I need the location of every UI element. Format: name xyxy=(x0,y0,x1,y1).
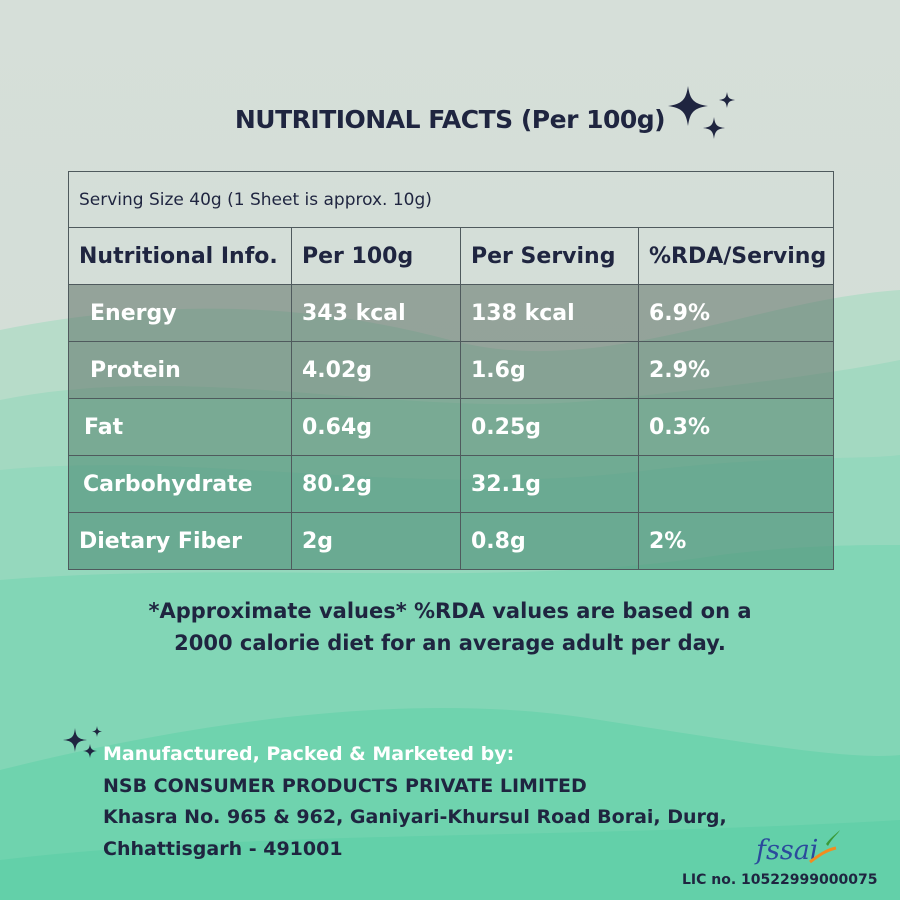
address-line: Khasra No. 965 & 962, Ganiyari-Khursul R… xyxy=(103,806,727,828)
table-row: Fat 0.64g 0.25g 0.3% xyxy=(68,398,834,456)
table-cell: 2% xyxy=(638,512,834,570)
nutrient-name: Protein xyxy=(68,341,292,399)
manufacturer-lead: Manufactured, Packed & Marketed by: xyxy=(103,743,515,765)
table-cell: 4.02g xyxy=(291,341,461,399)
company-name: NSB CONSUMER PRODUCTS PRIVATE LIMITED xyxy=(103,774,587,797)
table-cell: 0.64g xyxy=(291,398,461,456)
sparkle-icon xyxy=(668,86,735,139)
table-cell: 1.6g xyxy=(460,341,639,399)
nutrient-name: Dietary Fiber xyxy=(68,512,292,570)
sparkle-icon xyxy=(63,726,102,758)
column-header: Nutritional Info. xyxy=(68,227,292,285)
rda-note-line: *Approximate values* %RDA values are bas… xyxy=(148,599,752,623)
table-cell: 2.9% xyxy=(638,341,834,399)
table-cell: 80.2g xyxy=(291,455,461,513)
fssai-logo: fssai xyxy=(754,830,840,866)
column-header: Per 100g xyxy=(291,227,461,285)
nutrition-table: Serving Size 40g (1 Sheet is approx. 10g… xyxy=(68,171,834,570)
nutrient-name: Carbohydrate xyxy=(68,455,292,513)
serving-size-text: Serving Size 40g (1 Sheet is approx. 10g… xyxy=(68,171,834,228)
nutrient-name: Fat xyxy=(68,398,292,456)
table-cell: 0.25g xyxy=(460,398,639,456)
table-cell: 138 kcal xyxy=(460,284,639,342)
rda-note: *Approximate values* %RDA values are bas… xyxy=(0,595,900,659)
table-row: Protein 4.02g 1.6g 2.9% xyxy=(68,341,834,399)
table-header-row: Nutritional Info. Per 100g Per Serving %… xyxy=(68,227,834,285)
nutrient-name: Energy xyxy=(68,284,292,342)
table-cell: 32.1g xyxy=(460,455,639,513)
column-header: Per Serving xyxy=(460,227,639,285)
table-cell: 0.8g xyxy=(460,512,639,570)
rda-note-line: 2000 calorie diet for an average adult p… xyxy=(174,631,726,655)
table-cell: 343 kcal xyxy=(291,284,461,342)
serving-size-row: Serving Size 40g (1 Sheet is approx. 10g… xyxy=(68,171,834,228)
fssai-logo-text: fssai xyxy=(754,835,818,866)
table-cell: 0.3% xyxy=(638,398,834,456)
license-number: LIC no. 10522999000075 xyxy=(682,872,878,888)
table-cell: 2g xyxy=(291,512,461,570)
table-cell: 6.9% xyxy=(638,284,834,342)
column-header: %RDA/Serving xyxy=(638,227,834,285)
table-cell xyxy=(638,455,834,513)
page-title: NUTRITIONAL FACTS (Per 100g) xyxy=(234,105,666,134)
manufacturer-info: Manufactured, Packed & Marketed by: NSB … xyxy=(103,739,727,865)
table-row: Energy 343 kcal 138 kcal 6.9% xyxy=(68,284,834,342)
table-row: Carbohydrate 80.2g 32.1g xyxy=(68,455,834,513)
address-line: Chhattisgarh - 491001 xyxy=(103,837,343,860)
table-row: Dietary Fiber 2g 0.8g 2% xyxy=(68,512,834,570)
